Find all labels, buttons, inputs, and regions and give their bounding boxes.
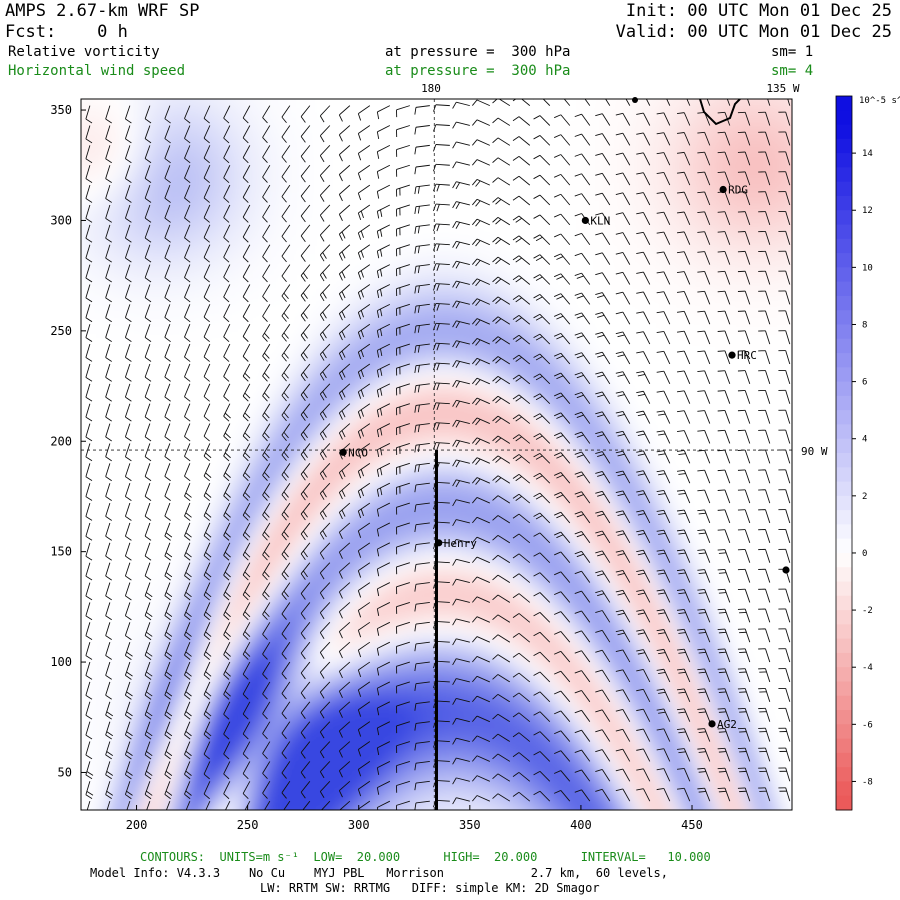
x-tick-label: 200 (126, 818, 148, 832)
station-label: KLN (590, 214, 610, 227)
forecast-hour: Fcst: 0 h (5, 22, 128, 42)
colorbar-units: 10^-5 s^-1 (859, 96, 900, 106)
parallel-90w-label: 90 W (801, 445, 828, 458)
physics-info: LW: RRTM SW: RRTMG DIFF: simple KM: 2D S… (260, 881, 600, 895)
y-tick-label: 200 (50, 434, 72, 448)
field2-level: at pressure = 300 hPa (385, 63, 571, 79)
colorbar-tick-label: 14 (862, 149, 873, 159)
station-marker (708, 720, 716, 728)
y-axis: 50 100 150 200 250 300 350 (50, 103, 86, 779)
map-overlay (81, 99, 792, 810)
colorbar-tick-label: 10 (862, 263, 873, 273)
y-tick-label: 350 (50, 103, 72, 117)
station-label: HRC (737, 349, 757, 362)
colorbar-tick-label: 12 (862, 206, 873, 216)
field1-smoothing: sm= 1 (771, 44, 814, 60)
station-marker (632, 97, 638, 103)
stations: RDG KLN HRC NCO Henry AG2 (339, 97, 790, 731)
field1-name: Relative vorticity (8, 44, 160, 60)
colorbar-tick-label: -4 (862, 663, 873, 673)
valid-time: Valid: 00 UTC Mon 01 Dec 25 (615, 22, 892, 42)
colorbar-tick-label: -8 (862, 777, 873, 787)
model-title: AMPS 2.67-km WRF SP (5, 1, 200, 21)
field2-name: Horizontal wind speed (8, 63, 186, 79)
model-info: Model Info: V4.3.3 No Cu MYJ PBL Morriso… (90, 866, 668, 880)
y-tick-label: 100 (50, 655, 72, 669)
y-tick-label: 50 (58, 765, 72, 779)
colorbar-tick-label: 6 (862, 378, 867, 388)
x-tick-label: 400 (570, 818, 592, 832)
colorbar-tick-label: 4 (862, 435, 867, 445)
y-tick-label: 150 (50, 545, 72, 559)
init-time: Init: 00 UTC Mon 01 Dec 25 (625, 1, 892, 21)
x-tick-label: 300 (348, 818, 370, 832)
colorbar-tick-label: -6 (862, 720, 873, 730)
field2-smoothing: sm= 4 (771, 63, 814, 79)
station-label: AG2 (717, 718, 737, 731)
station-label: NCO (348, 446, 368, 459)
station-marker (339, 448, 347, 456)
station-label: RDG (728, 184, 748, 197)
plot-frame (80, 98, 793, 811)
station-marker (581, 216, 589, 225)
x-axis: 200 250 300 350 400 450 (126, 805, 703, 832)
colorbar: 14 12 10 8 6 4 2 0 -2 -4 -6 -8 (835, 95, 873, 811)
colorbar-tick-label: 2 (862, 492, 867, 502)
y-tick-label: 250 (50, 324, 72, 338)
contour-info: CONTOURS: UNITS=m s⁻¹ LOW= 20.000 HIGH= … (140, 850, 711, 864)
station-marker (728, 351, 736, 359)
wind-barbs (85, 99, 791, 810)
field1-level: at pressure = 300 hPa (385, 44, 571, 60)
y-tick-label: 300 (50, 213, 72, 227)
meridian-180-label: 180 (421, 82, 441, 95)
x-tick-label: 250 (237, 818, 259, 832)
x-tick-label: 450 (681, 818, 703, 832)
meridian-135w-label: 135 W (766, 82, 799, 95)
station-marker (782, 566, 790, 574)
colorbar-tick-label: 8 (862, 320, 867, 330)
colorbar-tick-label: 0 (862, 549, 867, 559)
colorbar-tick-label: -2 (862, 606, 873, 616)
station-marker (719, 185, 727, 194)
x-tick-label: 350 (459, 818, 481, 832)
station-marker (435, 539, 443, 547)
station-label: Henry (444, 537, 477, 550)
